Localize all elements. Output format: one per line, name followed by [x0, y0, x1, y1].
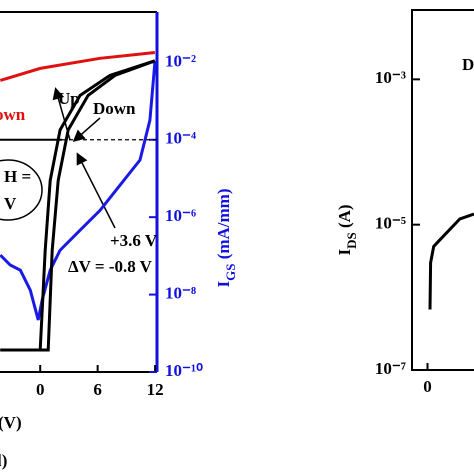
x-tick-label: 12	[147, 380, 164, 399]
annotation: +3.6 V	[110, 231, 158, 250]
y2-axis-label-sub: GS	[223, 264, 238, 281]
y-axis-label-unit: (A)	[335, 204, 354, 232]
annotation: Up	[58, 89, 80, 108]
annotation: Down	[93, 99, 136, 118]
y-axis-label-main: I	[335, 249, 354, 256]
line-series	[0, 59, 156, 352]
y-tick-label: 10⁻³	[375, 68, 406, 87]
annotation: own	[0, 105, 26, 124]
annotation: H =	[4, 167, 31, 186]
line-series	[428, 212, 474, 310]
annotation: D	[462, 55, 474, 74]
annotation: l)	[0, 451, 7, 470]
y2-tick-label: 10⁻²	[165, 51, 196, 70]
y2-axis-label-main: I	[214, 281, 233, 288]
arrow	[72, 117, 101, 142]
annotation: V	[4, 194, 17, 213]
arrow	[76, 152, 116, 229]
frame	[411, 9, 474, 371]
y-axis-label: IDS (A)	[335, 204, 360, 255]
x-axis-label: (V)	[0, 413, 22, 432]
y2-tick-label: 10⁻⁸	[165, 283, 196, 302]
annotation: ΔV = -0.8 V	[68, 257, 153, 276]
x-tick-label: 0	[36, 380, 45, 399]
line-series	[0, 62, 157, 321]
y-axis-label-sub: DS	[344, 232, 359, 249]
y2-tick-label: 10⁻¹⁰	[165, 361, 203, 380]
line-series	[0, 59, 156, 352]
y2-tick-label: 10⁻⁶	[165, 206, 196, 225]
y-tick-label: 10⁻⁵	[375, 214, 406, 233]
ellipse	[0, 159, 43, 221]
x-tick-label: 6	[93, 380, 102, 399]
y-tick-label: 10⁻⁷	[375, 359, 406, 378]
y2-axis-label: IGS (mA/mm)	[214, 188, 239, 287]
line-series	[0, 51, 156, 82]
x-tick-label: 0	[423, 377, 432, 396]
y2-axis-label-unit: (mA/mm)	[214, 188, 233, 263]
y2-tick-label: 10⁻⁴	[165, 129, 196, 148]
